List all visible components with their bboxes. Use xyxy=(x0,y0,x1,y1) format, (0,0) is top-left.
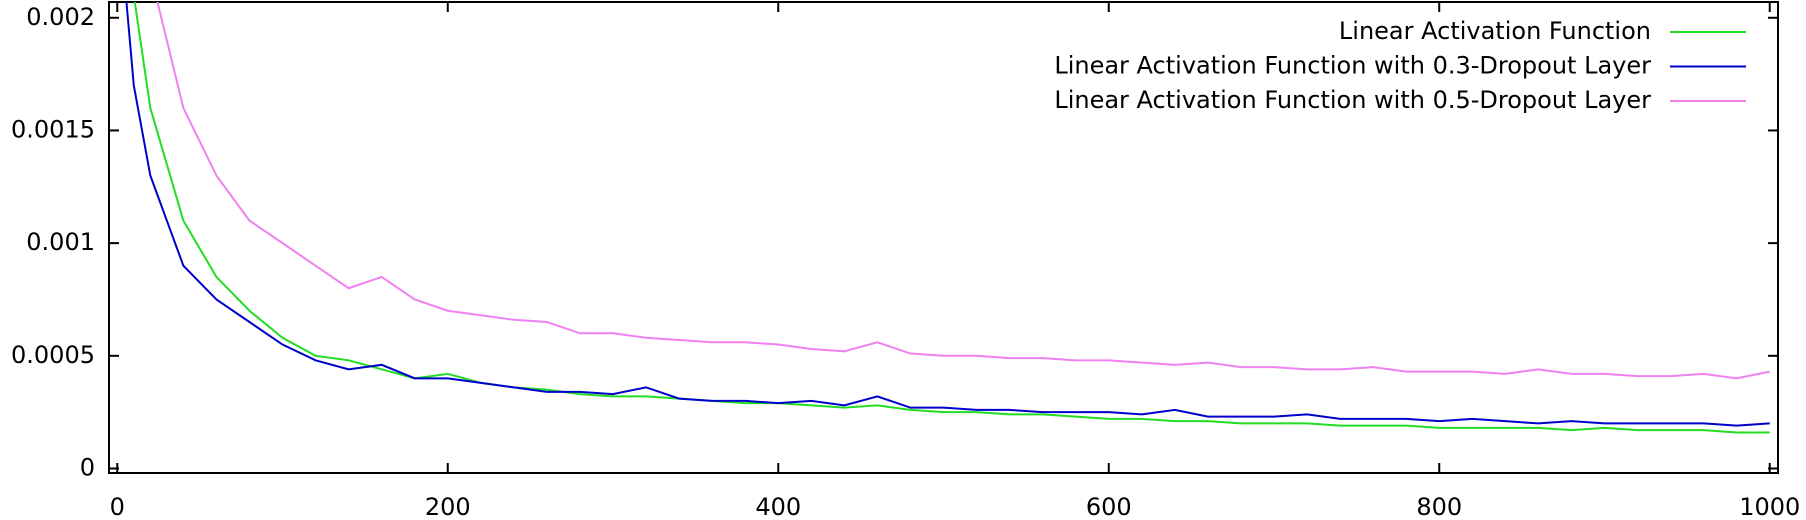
x-tick-label: 600 xyxy=(1086,493,1132,520)
x-tick-label: 1000 xyxy=(1739,493,1800,520)
y-tick-label: 0.001 xyxy=(26,228,95,256)
x-tick-label: 200 xyxy=(425,493,471,520)
y-tick-label: 0.002 xyxy=(26,3,95,31)
plot-frame xyxy=(108,1,1779,474)
y-tick-label: 0 xyxy=(80,453,95,481)
plot-area xyxy=(125,2,1770,434)
series-line xyxy=(156,2,1770,380)
legend-label: Linear Activation Function with 0.3-Drop… xyxy=(1054,52,1651,80)
legend-label: Linear Activation Function with 0.5-Drop… xyxy=(1054,86,1651,114)
series-line xyxy=(125,2,1770,427)
x-tick-label: 800 xyxy=(1416,493,1462,520)
x-tick-label: 0 xyxy=(110,493,125,520)
series-line xyxy=(133,2,1770,434)
y-tick-label: 0.0015 xyxy=(11,115,95,143)
y-tick-label: 0.0005 xyxy=(11,341,95,369)
legend-label: Linear Activation Function xyxy=(1339,17,1651,45)
x-tick-label: 400 xyxy=(755,493,801,520)
